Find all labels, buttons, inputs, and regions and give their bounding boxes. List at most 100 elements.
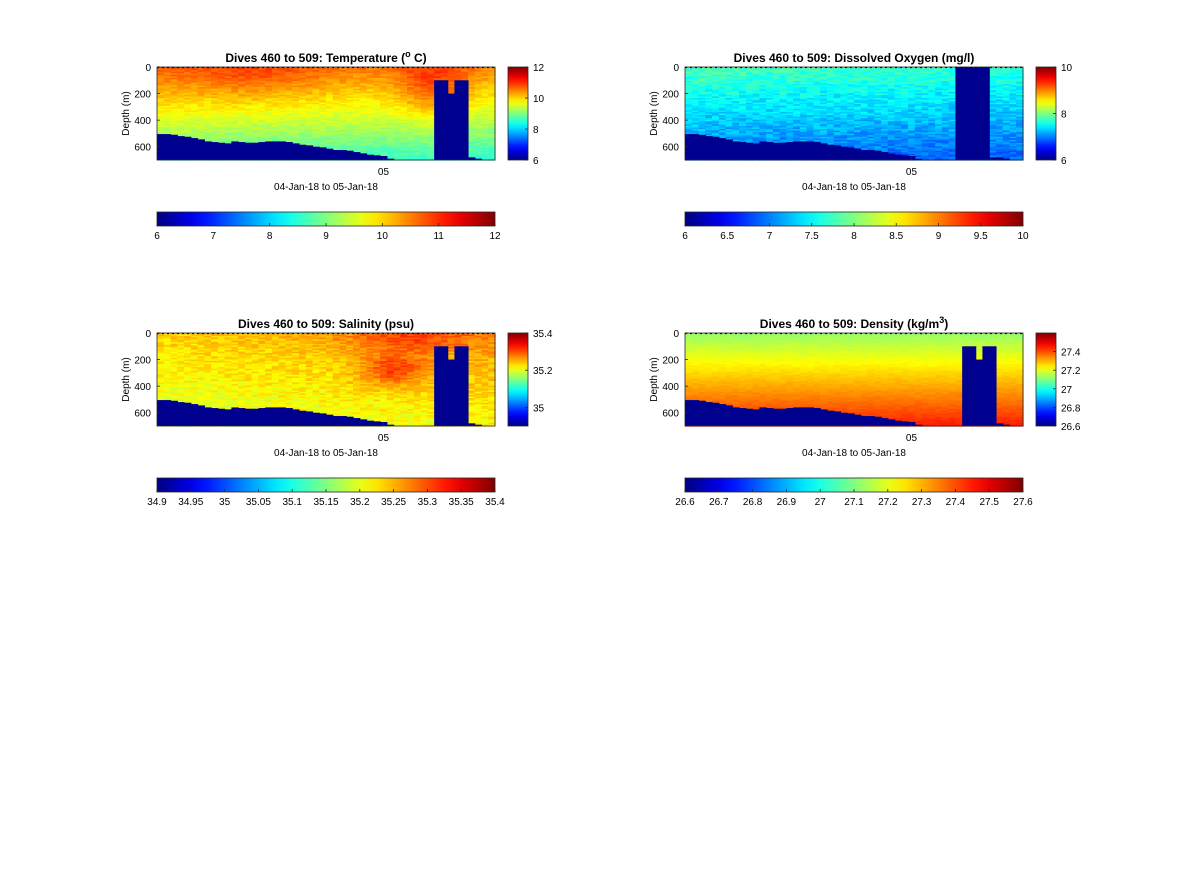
heatmap-cell [292,132,300,135]
heatmap-cell [373,87,381,90]
heatmap-cell [319,141,327,144]
heatmap-cell [163,108,172,111]
heatmap-cell [177,73,185,76]
heatmap-cell [346,108,354,111]
heatmap-cell [204,98,212,101]
heatmap-cell [157,88,165,91]
heatmap-cell [244,80,253,84]
heatmap-cell [380,122,388,125]
heatmap-cell [312,125,320,129]
heatmap-cell [298,71,307,74]
heatmap-cell [157,115,165,118]
heatmap-cell [312,116,320,119]
heatmap-cell [440,76,449,79]
heatmap-cell [190,129,199,132]
heatmap-cell [177,77,185,80]
heatmap-cell [359,141,368,144]
heatmap-cell [217,71,226,74]
heatmap-cell [298,73,307,76]
heatmap-cell [184,124,192,127]
heatmap-cell [353,119,361,122]
heatmap-cell [271,77,280,80]
seafloor-mask [217,142,226,160]
heatmap-cell [231,124,239,127]
heatmap-cell [427,122,435,125]
heatmap-cell [177,67,185,70]
heatmap-cell [211,77,219,80]
heatmap-cell [217,87,226,90]
heatmap-cell [238,110,246,113]
heatmap-cell [177,98,185,101]
heatmap-cell [224,93,232,96]
data-gap-block [440,80,449,160]
heatmap-cell [211,129,219,132]
heatmap-cell [305,70,314,73]
heatmap-cell [163,96,172,99]
heatmap-cell [407,68,415,71]
heatmap-cell [359,135,368,138]
heatmap-cell [339,132,347,135]
heatmap-cell [400,156,408,160]
heatmap-cell [366,133,374,136]
heatmap-cell [407,82,415,85]
data-gap-block [447,93,456,160]
heatmap-cell [413,146,422,149]
heatmap-cell [413,156,422,160]
heatmap-cell [319,93,327,96]
heatmap-cell [386,74,395,77]
heatmap-cell [393,115,401,118]
heatmap-cell [190,111,199,115]
heatmap-cell [353,99,361,102]
heatmap-cell [298,122,307,125]
heatmap-cell [285,130,293,133]
heatmap-cell [386,68,395,71]
heatmap-cell [298,70,307,73]
heatmap-cell [271,76,280,79]
heatmap-cell [305,90,314,93]
seafloor-mask [271,141,280,160]
heatmap-cell [413,115,422,118]
heatmap-cell [298,79,307,82]
heatmap-cell [339,124,347,127]
heatmap-cell [244,101,253,104]
heatmap-cell [224,85,232,88]
heatmap-cell [271,129,280,132]
heatmap-cell [407,104,415,107]
h-colorbar-tick-label: 11 [433,231,444,242]
heatmap-cell [258,113,266,116]
heatmap-cell [258,82,266,85]
heatmap-cell [380,150,388,153]
heatmap-cell [244,110,253,113]
heatmap-cell [271,88,280,91]
heatmap-cell [251,91,259,94]
heatmap-cell [353,125,361,129]
heatmap-cell [407,139,415,142]
heatmap-cell [366,73,374,76]
heatmap-cell [285,71,293,74]
heatmap-cell [339,147,347,150]
heatmap-cell [386,135,395,138]
heatmap-cell [238,135,246,138]
heatmap-cell [393,124,401,127]
heatmap-cell [420,110,428,113]
heatmap-cell [359,115,368,118]
heatmap-cell [292,116,300,119]
heatmap-cell [211,79,219,82]
heatmap-cell [285,132,293,135]
heatmap-cell [427,91,435,94]
heatmap-cell [265,87,273,90]
heatmap-cell [427,67,435,70]
heatmap-cell [312,74,320,77]
heatmap-cell [346,111,354,115]
heatmap-cell [312,130,320,133]
heatmap-cell [420,108,428,111]
heatmap-cell [224,124,232,127]
x-tick-label: 05 [378,167,390,178]
heatmap-cell [184,82,192,85]
heatmap-cell [251,107,259,110]
heatmap-cell [427,113,435,116]
vertical-colorbar [507,66,529,161]
heatmap-cell [251,71,259,74]
heatmap-cell [312,101,320,104]
heatmap-cell [312,96,320,99]
